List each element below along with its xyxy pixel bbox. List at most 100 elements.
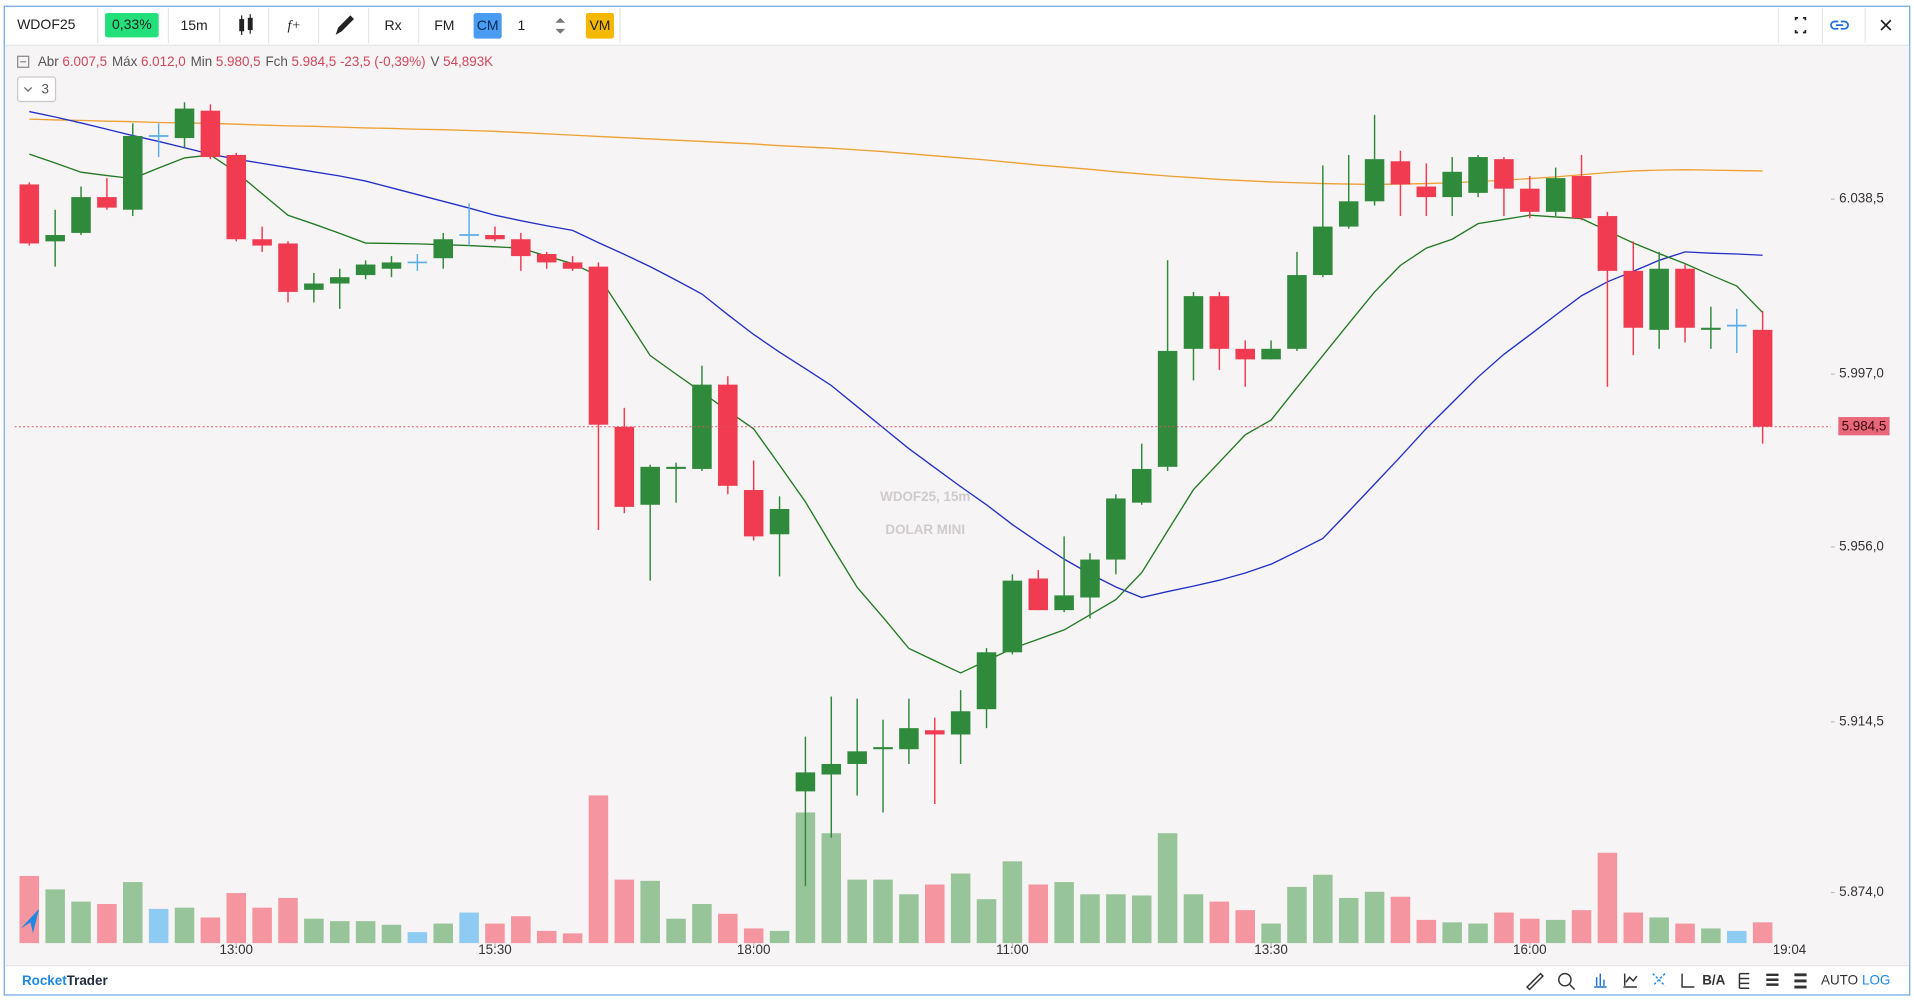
indicator-toggle-chevron	[23, 86, 33, 92]
quantity[interactable]: 1	[518, 17, 526, 33]
volume-bar	[304, 918, 324, 944]
candle-body	[588, 266, 609, 425]
volume-bar	[536, 930, 557, 944]
candle-body	[355, 264, 376, 276]
symbol[interactable]: WDOF25	[17, 16, 76, 32]
volume-bar	[45, 889, 65, 944]
legend-collapse[interactable]	[17, 55, 30, 68]
list-icon[interactable]	[1738, 972, 1750, 989]
chart-type-icon[interactable]	[239, 14, 253, 35]
volume-bar	[1080, 894, 1100, 944]
window-border	[3, 5, 1911, 996]
crosshair-icon[interactable]	[1652, 973, 1666, 987]
candle-body	[976, 652, 997, 710]
draw-icon[interactable]	[335, 15, 354, 35]
book-button[interactable]: B/A	[1702, 972, 1725, 987]
candle-body	[795, 772, 816, 792]
chart: WDOF25, 15m DOLAR MINI 5.984,5 5.874,0 5.9…	[14, 102, 1890, 957]
quantity-spinner[interactable]	[555, 17, 566, 34]
volume-bar	[71, 901, 91, 944]
candle-body	[614, 426, 635, 507]
brand-first: Rocket	[22, 972, 67, 987]
indicator-toggle[interactable]	[17, 76, 57, 103]
layout-icon[interactable]	[1766, 973, 1779, 986]
toolbar: WDOF25 0,33% 15m f+ Rx FM CM 1 VM	[4, 8, 1910, 46]
candle-body	[1597, 216, 1618, 271]
candle-body	[666, 466, 686, 469]
chart-background	[4, 45, 1910, 966]
candle-body	[278, 243, 298, 292]
candle-body	[1106, 498, 1126, 560]
candle-body	[1261, 348, 1281, 360]
volume-bar	[899, 894, 919, 944]
volume-bar	[1183, 894, 1204, 944]
volume-bar	[1701, 928, 1721, 944]
vm[interactable]: VM	[589, 17, 610, 33]
zoom-icon-handle	[1569, 984, 1576, 991]
link-icon[interactable]	[1830, 20, 1849, 30]
candle-body	[200, 110, 221, 158]
x-tick-label: 15:30	[478, 942, 512, 957]
legend-label: Fch	[265, 53, 287, 68]
candle-body	[821, 763, 842, 775]
candle-body	[1157, 350, 1178, 467]
interval[interactable]: 15m	[180, 17, 207, 33]
candle-body	[1571, 176, 1592, 219]
auto-button[interactable]: AUTO	[1821, 972, 1858, 987]
candle-body	[1442, 171, 1462, 198]
cm[interactable]: CM	[477, 17, 499, 33]
y-tick-label: 5.997,0	[1839, 366, 1884, 381]
volume-bar	[1364, 891, 1385, 944]
volume-icon[interactable]	[1594, 973, 1607, 988]
x-tick-label: 11:00	[996, 942, 1029, 957]
brand-second: Trader	[67, 972, 109, 987]
volume-bar	[1416, 919, 1437, 944]
candle-body	[1131, 468, 1152, 503]
x-tick-label: 13:00	[219, 942, 253, 957]
candle-body	[692, 384, 712, 469]
volume-bar	[925, 884, 945, 944]
volume-bar	[1209, 901, 1230, 944]
legend-label: Abr	[38, 53, 59, 68]
volume-bar	[743, 928, 764, 944]
clear[interactable]: Rx	[384, 17, 401, 33]
y-tick-label: 5.874,0	[1839, 884, 1884, 899]
volume-bar	[200, 917, 221, 944]
trade-arrow[interactable]	[20, 908, 40, 934]
volume-bar	[1494, 912, 1514, 944]
close-icon[interactable]	[1880, 19, 1892, 31]
axis-icon[interactable]	[1681, 973, 1695, 988]
legend-value: 6.012,0	[141, 53, 186, 68]
volume-bar	[252, 907, 272, 944]
cm-button-bg	[473, 12, 502, 39]
volume-bar	[1649, 917, 1669, 944]
candle-body	[1235, 348, 1255, 360]
volume-bar	[123, 882, 143, 944]
volume-bar	[1571, 910, 1592, 944]
volume-bar	[97, 904, 117, 944]
candle-body	[718, 384, 738, 486]
log-button[interactable]: LOG	[1862, 972, 1890, 987]
ruler-icon[interactable]	[1526, 972, 1544, 991]
volume-bar	[381, 924, 402, 944]
indicator-icon[interactable]	[1623, 973, 1638, 988]
layout-icon-2[interactable]	[1794, 973, 1807, 989]
volume-bar	[1313, 874, 1333, 944]
candle-body	[304, 283, 324, 290]
volume-bar	[1287, 886, 1307, 944]
volume-bar	[1002, 861, 1023, 944]
candle-body	[329, 277, 350, 284]
fullscreen-icon[interactable]	[1794, 16, 1807, 34]
volume-bar	[640, 880, 660, 944]
fm[interactable]: FM	[434, 17, 454, 33]
volume-bar	[1131, 895, 1152, 944]
indicators[interactable]: f+	[288, 18, 301, 34]
candle-body	[1520, 188, 1540, 212]
zoom-icon[interactable]	[1558, 972, 1572, 987]
x-tick-label: 16:00	[1513, 942, 1547, 957]
candle-body	[252, 239, 272, 246]
toolbar-separators	[97, 8, 1866, 44]
volume-bar	[1545, 919, 1566, 944]
candle-body	[1545, 178, 1566, 212]
volume-bar	[174, 907, 195, 944]
